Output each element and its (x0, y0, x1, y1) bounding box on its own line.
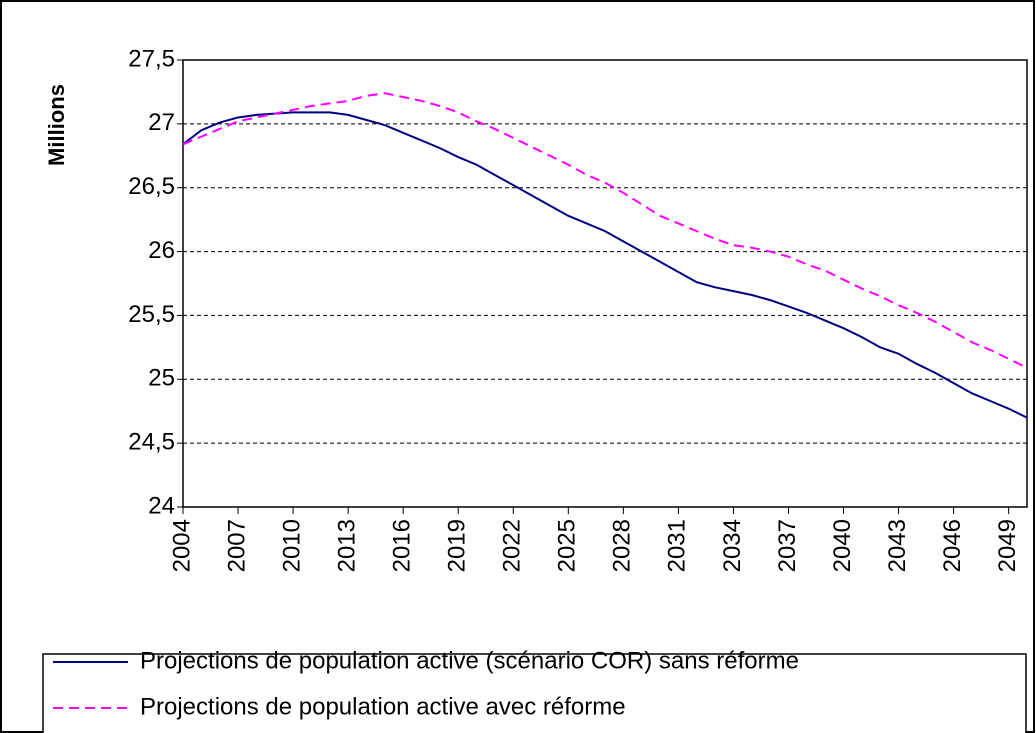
x-tick-label: 2040 (829, 519, 856, 572)
x-tick-label: 2004 (168, 519, 195, 572)
y-tick-label: 25,5 (128, 301, 175, 328)
x-tick-label: 2007 (223, 519, 250, 572)
y-tick-label: 27 (148, 109, 175, 136)
series-line (182, 111, 1028, 419)
legend-label: Projections de population active avec ré… (140, 693, 626, 720)
x-tick-label: 2028 (609, 519, 636, 572)
x-tick-label: 2049 (994, 519, 1021, 572)
legend-box (42, 653, 1027, 733)
x-tick-label: 2016 (389, 519, 416, 572)
y-tick-label: 27,5 (128, 45, 175, 72)
x-tick-label: 2037 (774, 519, 801, 572)
x-tick-label: 2010 (278, 519, 305, 572)
y-tick-label: 26,5 (128, 173, 175, 200)
y-tick-label: 26 (148, 237, 175, 264)
y-tick-label: 24,5 (128, 428, 175, 455)
x-tick-label: 2025 (554, 519, 581, 572)
x-tick-label: 2013 (333, 519, 360, 572)
x-tick-label: 2031 (664, 519, 691, 572)
plot-area (182, 59, 1028, 508)
series-line (182, 92, 1028, 369)
y-tick-label: 24 (148, 492, 175, 519)
y-axis-label: Millions (44, 84, 69, 166)
x-tick-label: 2022 (499, 519, 526, 572)
legend-label: Projections de population active (scénar… (140, 647, 799, 674)
x-tick-label: 2019 (444, 519, 471, 572)
x-tick-label: 2034 (719, 519, 746, 572)
y-tick-label: 25 (148, 365, 175, 392)
x-tick-label: 2043 (884, 519, 911, 572)
x-tick-label: 2046 (939, 519, 966, 572)
